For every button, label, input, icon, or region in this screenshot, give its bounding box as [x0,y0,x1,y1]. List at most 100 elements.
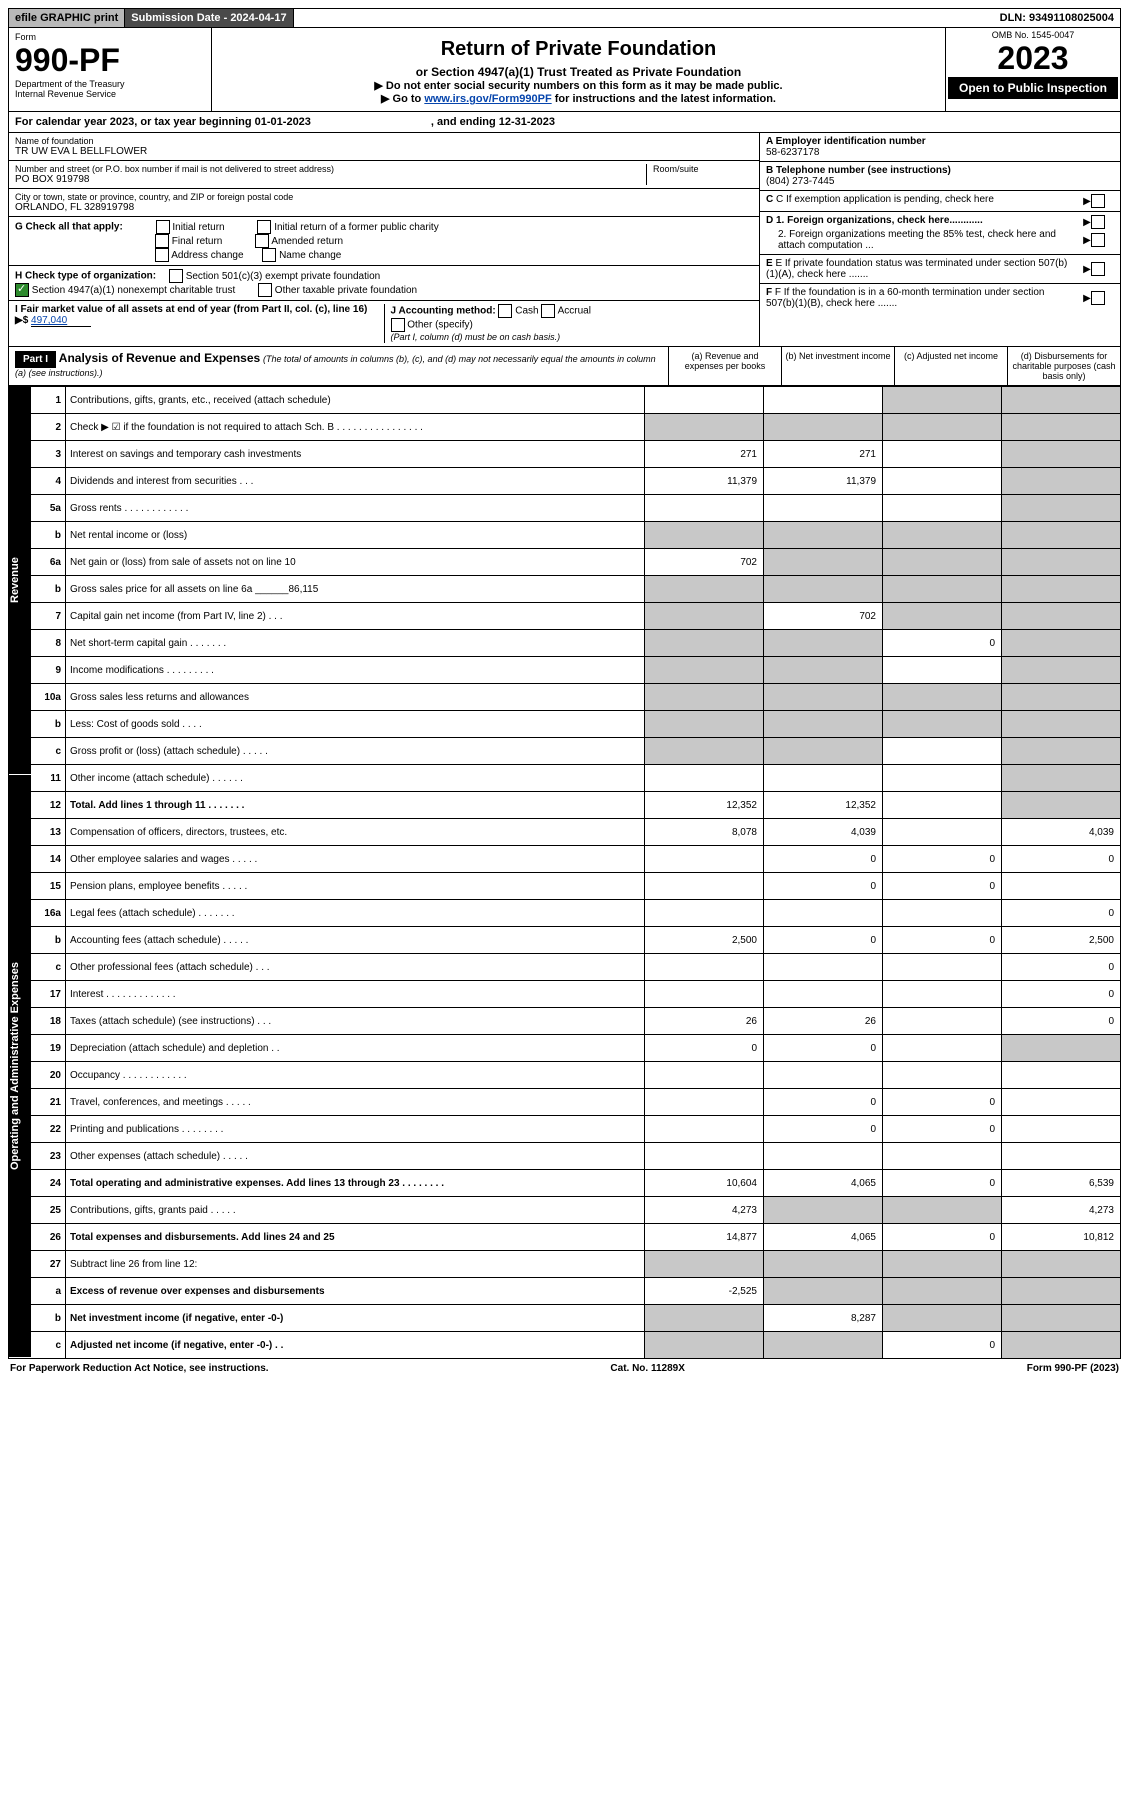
cell-d [1002,576,1121,603]
table-row: 6aNet gain or (loss) from sale of assets… [31,549,1120,576]
row-label: Taxes (attach schedule) (see instruction… [66,1008,645,1035]
cell-a: 4,273 [645,1197,764,1224]
cell-d [1002,792,1121,819]
row-label: Contributions, gifts, grants paid . . . … [66,1197,645,1224]
table-row: 24Total operating and administrative exp… [31,1170,1120,1197]
analysis-table-outer: Revenue Operating and Administrative Exp… [9,386,1120,1358]
cell-d [1002,1035,1121,1062]
cell-a [645,954,764,981]
table-row: 9Income modifications . . . . . . . . . [31,657,1120,684]
cell-b: 702 [764,603,883,630]
address-change-checkbox[interactable] [155,248,169,262]
final-return-checkbox[interactable] [155,234,169,248]
row-number: b [31,522,66,549]
cell-c [883,1143,1002,1170]
irs-link[interactable]: www.irs.gov/Form990PF [424,93,551,105]
row-number: 4 [31,468,66,495]
cell-d: 10,812 [1002,1224,1121,1251]
cell-a [645,522,764,549]
e-checkbox[interactable] [1091,262,1105,276]
cell-d [1002,1332,1121,1359]
amended-return-checkbox[interactable] [255,234,269,248]
cell-c [883,792,1002,819]
cell-c [883,522,1002,549]
cell-a: 10,604 [645,1170,764,1197]
cell-d: 0 [1002,981,1121,1008]
other-method-checkbox[interactable] [391,318,405,332]
cell-a: -2,525 [645,1278,764,1305]
cell-c [883,1251,1002,1278]
table-row: 3Interest on savings and temporary cash … [31,441,1120,468]
cell-c [883,414,1002,441]
cell-c [883,1305,1002,1332]
row-label: Interest . . . . . . . . . . . . . [66,981,645,1008]
cell-d: 0 [1002,900,1121,927]
cell-c [883,441,1002,468]
cell-c [883,900,1002,927]
ij-section: I Fair market value of all assets at end… [9,301,759,346]
row-number: 8 [31,630,66,657]
row-number: c [31,954,66,981]
table-row: 23Other expenses (attach schedule) . . .… [31,1143,1120,1170]
cell-d [1002,414,1121,441]
row-number: 10a [31,684,66,711]
c-checkbox[interactable] [1091,194,1105,208]
cell-b: 12,352 [764,792,883,819]
header-right: OMB No. 1545-0047 2023 Open to Public In… [946,28,1120,111]
name-change-checkbox[interactable] [262,248,276,262]
ein-cell: A Employer identification number 58-6237… [760,133,1120,162]
cell-a: 11,379 [645,468,764,495]
omb-label: OMB No. 1545-0047 [948,30,1118,40]
cell-c [883,549,1002,576]
d1-checkbox[interactable] [1091,215,1105,229]
table-row: 22Printing and publications . . . . . . … [31,1116,1120,1143]
cell-b: 271 [764,441,883,468]
cell-a [645,1305,764,1332]
cell-b [764,387,883,414]
col-a-header: (a) Revenue and expenses per books [668,347,781,385]
row-number: 5a [31,495,66,522]
cell-c [883,576,1002,603]
cell-c [883,954,1002,981]
row-label: Contributions, gifts, grants, etc., rece… [66,387,645,414]
table-row: 2Check ▶ ☑ if the foundation is not requ… [31,414,1120,441]
cell-d [1002,603,1121,630]
initial-return-checkbox[interactable] [156,220,170,234]
cell-d: 6,539 [1002,1170,1121,1197]
row-number: 27 [31,1251,66,1278]
4947a1-checkbox[interactable] [15,283,29,297]
other-taxable-checkbox[interactable] [258,283,272,297]
row-label: Income modifications . . . . . . . . . [66,657,645,684]
cell-d [1002,684,1121,711]
row-label: Gross rents . . . . . . . . . . . . [66,495,645,522]
cell-c [883,738,1002,765]
cell-c: 0 [883,1332,1002,1359]
cell-a: 0 [645,1035,764,1062]
initial-former-checkbox[interactable] [257,220,271,234]
accrual-checkbox[interactable] [541,304,555,318]
d2-checkbox[interactable] [1091,233,1105,247]
row-number: 22 [31,1116,66,1143]
part1-label: Part I [15,351,56,368]
cash-checkbox[interactable] [498,304,512,318]
cell-a [645,1251,764,1278]
info-left: Name of foundation TR UW EVA L BELLFLOWE… [9,133,760,346]
row-label: Check ▶ ☑ if the foundation is not requi… [66,414,645,441]
cell-a [645,657,764,684]
cell-c [883,387,1002,414]
efile-label[interactable]: efile GRAPHIC print [9,9,125,27]
501c3-checkbox[interactable] [169,269,183,283]
cell-d: 2,500 [1002,927,1121,954]
cell-b [764,684,883,711]
dln-label: DLN: 93491108025004 [994,9,1120,27]
cell-d: 0 [1002,954,1121,981]
row-label: Total. Add lines 1 through 11 . . . . . … [66,792,645,819]
cell-b [764,765,883,792]
tax-year: 2023 [948,40,1118,77]
f-checkbox[interactable] [1091,291,1105,305]
cell-b [764,1143,883,1170]
cell-a [645,873,764,900]
cell-d [1002,1305,1121,1332]
cell-b [764,954,883,981]
table-row: 8Net short-term capital gain . . . . . .… [31,630,1120,657]
